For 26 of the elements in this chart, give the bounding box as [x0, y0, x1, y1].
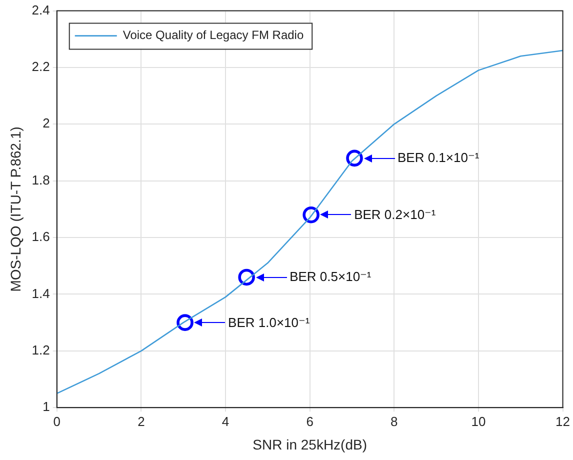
x-tick-label: 8 [390, 414, 398, 429]
y-tick-label: 1.4 [32, 286, 50, 301]
x-tick-label: 0 [53, 414, 60, 429]
annotation: BER 0.1×10⁻¹ [398, 150, 480, 166]
y-tick-label: 2 [42, 116, 50, 131]
annotation: BER 0.2×10⁻¹ [354, 206, 436, 223]
y-tick-label: 1.6 [32, 229, 50, 244]
annotation: BER 0.5×10⁻¹ [290, 269, 372, 286]
x-axis-title: SNR in 25kHz(dB) [252, 436, 368, 452]
point [238, 268, 255, 286]
y-tick-label: 1.8 [32, 172, 50, 188]
y-tick-label: 1 [42, 399, 50, 414]
point [346, 150, 363, 167]
y-tick-label: 1.2 [32, 342, 50, 358]
point [176, 314, 194, 331]
x-tick-label: 12 [556, 414, 570, 429]
annotation: BER 1.0×10⁻¹ [228, 314, 310, 331]
x-tick-label: 4 [222, 414, 230, 429]
x-tick-label: 2 [138, 414, 145, 429]
y-tick-label: 2.2 [32, 59, 50, 74]
y-tick-label: 2.4 [32, 2, 50, 18]
x-tick-label: 10 [471, 414, 486, 429]
y-axis-title: MOS-LQO (ITU-T P.862.1) [7, 126, 24, 292]
point [302, 206, 320, 224]
legend-label: Voice Quality of Legacy FM Radio [122, 28, 304, 42]
x-tick-label: 6 [306, 414, 314, 429]
